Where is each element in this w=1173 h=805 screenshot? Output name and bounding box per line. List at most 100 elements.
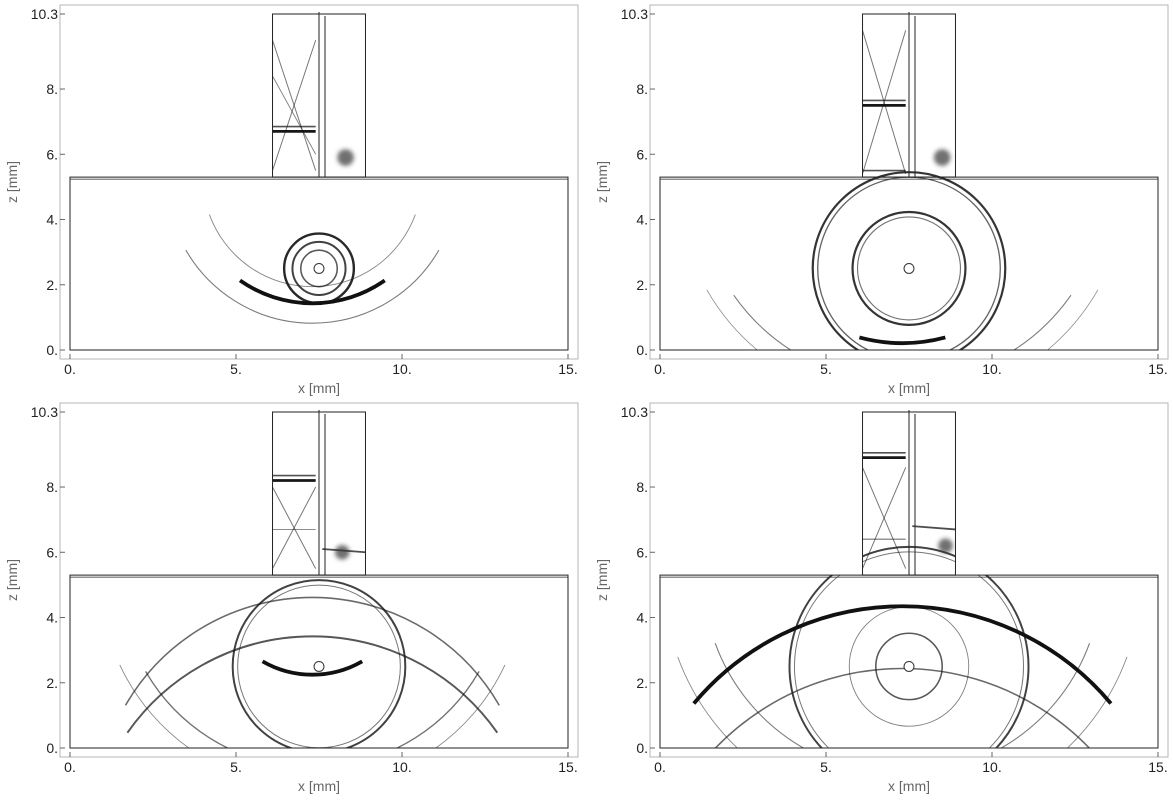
focus-spot [337, 149, 354, 166]
wavefront-circle [291, 240, 347, 296]
focus-spot [334, 544, 350, 560]
wavefront-arc [714, 643, 1091, 748]
panel-bottom-right: 0. 5. 10. 15. 0. 2. 4. 6. 8. 10.3 x [mm] z [mm] [590, 398, 1170, 796]
wave-field [677, 451, 1128, 748]
panel-top-right: 0. 5. 10. 15. 0. 2. 4. 6. 8. 10.3 x [mm] z [mm] [590, 0, 1170, 398]
focus-spot [933, 149, 951, 166]
y-tick-label: 4. [46, 610, 58, 626]
y-tick-label: 0. [636, 740, 648, 756]
x-axis-label: x [mm] [298, 778, 340, 794]
wavefront-arc [261, 659, 364, 677]
y-axis-label: z [mm] [4, 559, 20, 601]
x-tick-label: 0. [654, 361, 666, 377]
wavefront-circle [851, 210, 967, 326]
wave-field [185, 39, 440, 324]
scatterer-hole [903, 660, 915, 672]
wavefront-circle [299, 249, 339, 288]
y-tick-label: 4. [46, 212, 58, 228]
wavefront-arc [677, 667, 1128, 748]
scatterer-hole [313, 660, 325, 672]
x-tick-label: 15. [1148, 759, 1167, 775]
wavefront-circle [231, 579, 407, 748]
x-tick-label: 5. [230, 361, 242, 377]
x-tick-label: 15. [1148, 361, 1167, 377]
x-tick-label: 0. [64, 759, 76, 775]
panel-top-left: 0. 5. 10. 15. 0. 2. 4. 6. 8. 10.3 x [mm] z [mm] [0, 0, 580, 398]
x-axis-label: x [mm] [888, 380, 930, 396]
wavefront-arc [858, 335, 946, 345]
y-tick-label: 2. [636, 277, 648, 293]
y-tick-label: 2. [46, 277, 58, 293]
panel-bottom-left: 0. 5. 10. 15. 0. 2. 4. 6. 8. 10.3 x [mm] z [mm] [0, 398, 580, 796]
y-tick-label: 0. [46, 740, 58, 756]
y-axis-label: z [mm] [594, 559, 610, 601]
plot-frame [59, 402, 579, 758]
wavefront-circle [856, 216, 962, 321]
plot-frame [649, 402, 1169, 758]
chart-svg: 0. 5. 10. 15. 0. 2. 4. 6. 8. 10.3 x [mm] z [mm] [594, 4, 1169, 396]
x-axis-label: x [mm] [298, 380, 340, 396]
y-tick-label: 8. [636, 479, 648, 495]
x-tick-label: 5. [230, 759, 242, 775]
scatterer-hole [313, 262, 325, 274]
wavefront-arc [692, 604, 1113, 705]
x-tick-label: 10. [982, 361, 1001, 377]
y-tick-label: 0. [46, 342, 58, 358]
wedge-wavefront [272, 75, 317, 155]
x-axis-label: x [mm] [888, 778, 930, 794]
x-tick-label: 5. [820, 361, 832, 377]
y-tick-label: 6. [636, 146, 648, 162]
y-tick-label: 6. [46, 544, 58, 560]
wedge-wavefront [912, 525, 956, 531]
wedge-wavefront [272, 486, 317, 569]
y-tick-label: 4. [636, 212, 648, 228]
wedge-wavefront [272, 39, 317, 171]
x-tick-label: 15. [558, 759, 577, 775]
wedge-wavefront [862, 30, 907, 174]
chart-svg: 0. 5. 10. 15. 0. 2. 4. 6. 8. 10.3 x [mm] z [mm] [594, 402, 1169, 794]
y-tick-label: 2. [46, 675, 58, 691]
focus-spot [938, 538, 953, 554]
wavefront-arc [126, 635, 499, 734]
y-axis-label: z [mm] [594, 161, 610, 203]
wavefront-arc [208, 214, 416, 288]
y-tick-label: 10.3 [31, 6, 58, 22]
wavefront-arc [145, 671, 480, 748]
y-tick-label: 4. [636, 610, 648, 626]
y-tick-label: 6. [636, 544, 648, 560]
wavefront-circle [875, 632, 943, 701]
wave-field [119, 474, 506, 748]
y-axis-label: z [mm] [4, 161, 20, 203]
x-tick-label: 15. [558, 361, 577, 377]
y-tick-label: 0. [636, 342, 648, 358]
x-tick-label: 10. [982, 759, 1001, 775]
y-tick-label: 8. [636, 81, 648, 97]
wavefront-arc [706, 289, 1099, 350]
wavefront-arc [124, 596, 500, 706]
y-tick-label: 2. [636, 675, 648, 691]
wavefront-arc [185, 249, 440, 324]
y-tick-label: 6. [46, 146, 58, 162]
wavefront-arc [733, 294, 1072, 350]
x-tick-label: 0. [654, 759, 666, 775]
x-tick-label: 10. [392, 759, 411, 775]
chart-svg: 0. 5. 10. 15. 0. 2. 4. 6. 8. 10.3 x [mm] z [mm] [4, 4, 579, 396]
y-tick-label: 10.3 [31, 404, 58, 420]
wavefront-arc [677, 656, 1128, 748]
y-tick-label: 10.3 [621, 6, 648, 22]
plot-frame [59, 4, 579, 360]
plot-frame [649, 4, 1169, 360]
x-tick-label: 0. [64, 361, 76, 377]
wavefront-circle [282, 232, 356, 305]
y-tick-label: 10.3 [621, 404, 648, 420]
wedge-wavefront [862, 467, 907, 569]
wavefront-arc [119, 664, 506, 748]
chart-svg: 0. 5. 10. 15. 0. 2. 4. 6. 8. 10.3 x [mm] z [mm] [4, 402, 579, 794]
x-tick-label: 5. [820, 759, 832, 775]
x-tick-label: 10. [392, 361, 411, 377]
wavefront-arc [238, 278, 386, 306]
wavefront-circle [848, 606, 970, 727]
scatterer-hole [903, 262, 915, 274]
y-tick-label: 8. [46, 479, 58, 495]
